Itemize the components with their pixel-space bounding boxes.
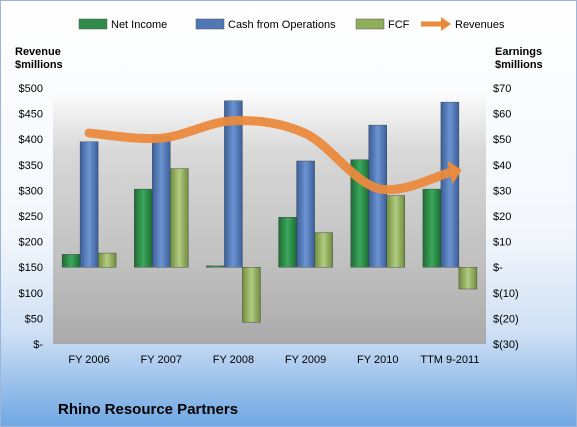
right-tick-label: $60	[493, 109, 511, 121]
x-tick-label: FY 2007	[141, 354, 182, 366]
bar-fcf-4	[386, 195, 405, 268]
legend-swatch-2	[355, 18, 385, 30]
bar-net-income-0	[61, 254, 81, 268]
left-tick-label: $300	[19, 185, 43, 197]
right-tick-label: $10	[493, 237, 511, 249]
legend-label-3: Revenues	[455, 19, 505, 31]
bar-cash-from-operations-2	[224, 100, 243, 268]
left-axis-title: $millions	[15, 59, 63, 71]
right-axis-title: Earnings	[495, 46, 542, 58]
bar-fcf-0	[97, 252, 117, 268]
right-tick-label: $30	[493, 185, 511, 197]
x-tick-label: FY 2006	[68, 354, 109, 366]
left-tick-label: $450	[19, 109, 43, 121]
plot-area	[53, 88, 486, 344]
right-tick-label: $(20)	[493, 313, 519, 325]
left-tick-label: $350	[19, 160, 43, 172]
bar-net-income-2	[206, 265, 225, 268]
legend-label-1: Cash from Operations	[228, 19, 336, 31]
left-tick-label: $250	[19, 211, 43, 223]
x-tick-label: FY 2008	[213, 354, 254, 366]
right-tick-label: $-	[493, 262, 503, 274]
x-tick-label: FY 2009	[285, 354, 326, 366]
legend-label-0: Net Income	[111, 19, 167, 31]
legend-swatch-arrow	[441, 17, 451, 31]
bar-cash-from-operations-3	[296, 160, 315, 268]
left-tick-label: $400	[19, 134, 43, 146]
legend-swatch-1	[195, 18, 225, 30]
left-axis-title: Revenue	[15, 46, 61, 58]
right-tick-label: $(10)	[493, 288, 519, 300]
bar-fcf-1	[170, 168, 189, 268]
left-tick-label: $150	[19, 262, 43, 274]
bar-net-income-5	[422, 188, 442, 268]
bar-fcf-2	[242, 267, 261, 323]
left-tick-label: $200	[19, 237, 43, 249]
bar-cash-from-operations-0	[79, 141, 99, 268]
company-name: Rhino Resource Partners	[58, 401, 238, 418]
bar-fcf-3	[314, 232, 333, 268]
bar-cash-from-operations-1	[152, 136, 171, 268]
left-tick-label: $100	[19, 288, 43, 300]
bar-net-income-1	[134, 188, 153, 268]
legend-label-2: FCF	[388, 19, 410, 31]
legend-swatch-0	[78, 18, 108, 30]
right-tick-label: $50	[493, 134, 511, 146]
revenue-arrow-head	[447, 160, 462, 185]
left-tick-label: $-	[33, 339, 43, 351]
left-tick-label: $50	[25, 313, 43, 325]
right-tick-label: $20	[493, 211, 511, 223]
x-tick-label: TTM 9-2011	[420, 354, 479, 366]
bar-fcf-5	[458, 267, 478, 290]
right-tick-label: $70	[493, 83, 511, 95]
x-tick-label: FY 2010	[357, 354, 398, 366]
right-axis-title: $millions	[495, 59, 543, 71]
bar-cash-from-operations-5	[440, 101, 460, 268]
bar-net-income-3	[278, 217, 297, 268]
bar-cash-from-operations-4	[368, 124, 387, 268]
right-tick-label: $(30)	[493, 339, 519, 351]
revenue-line	[84, 116, 455, 195]
right-tick-label: $40	[493, 160, 511, 172]
left-tick-label: $500	[19, 83, 43, 95]
